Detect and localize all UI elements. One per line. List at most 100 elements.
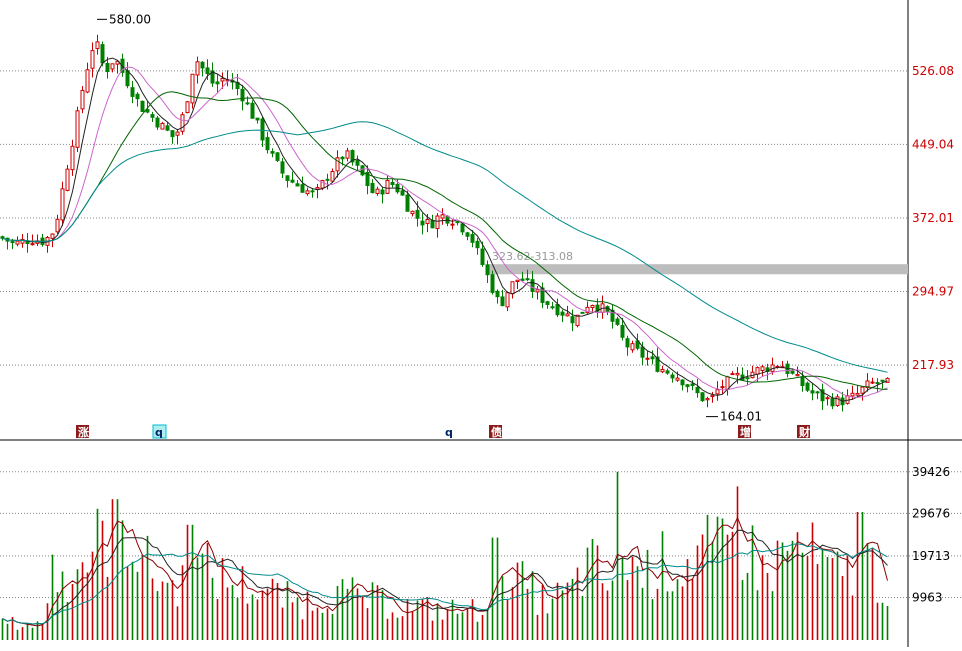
candle[interactable] [795, 366, 800, 377]
volume-bar[interactable] [521, 561, 524, 640]
volume-bar[interactable] [486, 608, 489, 640]
candle[interactable] [285, 175, 290, 188]
volume-bar[interactable] [426, 597, 429, 640]
volume-bar[interactable] [331, 613, 334, 640]
volume-bars[interactable] [1, 471, 889, 640]
volume-bar[interactable] [866, 543, 869, 640]
candle[interactable] [830, 393, 835, 410]
candle[interactable] [420, 213, 425, 235]
volume-bar[interactable] [526, 588, 529, 640]
volume-bar[interactable] [326, 608, 329, 640]
candle[interactable] [305, 187, 310, 196]
volume-bar[interactable] [566, 582, 569, 640]
volume-bar[interactable] [861, 512, 864, 640]
candle[interactable] [15, 236, 20, 247]
volume-bar[interactable] [186, 524, 189, 640]
volume-bar[interactable] [236, 597, 239, 640]
volume-bar[interactable] [31, 627, 34, 640]
candle[interactable] [45, 236, 50, 253]
volume-bar[interactable] [721, 518, 724, 640]
candle[interactable] [70, 139, 75, 176]
volume-bar[interactable] [616, 471, 619, 640]
candle[interactable] [365, 165, 370, 195]
candle[interactable] [360, 165, 365, 177]
candle[interactable] [710, 391, 715, 403]
candle[interactable] [55, 214, 60, 235]
candle[interactable] [140, 100, 145, 112]
volume-bar[interactable] [651, 599, 654, 640]
volume-bar[interactable] [711, 541, 714, 640]
volume-bar[interactable] [401, 616, 404, 640]
event-markers[interactable]: 涨 q q 债 增 财 [76, 424, 810, 439]
candle[interactable] [660, 365, 665, 374]
candle[interactable] [865, 373, 870, 392]
volume-bar[interactable] [851, 595, 854, 640]
volume-bar[interactable] [826, 557, 829, 640]
volume-bar[interactable] [166, 582, 169, 640]
volume-bar[interactable] [761, 555, 764, 640]
candle[interactable] [605, 305, 610, 315]
volume-bar[interactable] [141, 555, 144, 640]
volume-bar[interactable] [431, 620, 434, 640]
volume-bar[interactable] [356, 588, 359, 640]
volume-bar[interactable] [451, 599, 454, 640]
event-marker[interactable]: 财 [797, 425, 810, 439]
volume-bar[interactable] [101, 520, 104, 640]
volume-bar[interactable] [416, 600, 419, 640]
volume-bar[interactable] [386, 618, 389, 640]
candle[interactable] [90, 42, 95, 78]
candle[interactable] [670, 372, 675, 383]
candle[interactable] [405, 190, 410, 212]
volume-bar[interactable] [381, 590, 384, 640]
volume-bar[interactable] [231, 585, 234, 640]
volume-bar[interactable] [841, 575, 844, 640]
volume-bar[interactable] [246, 603, 249, 640]
volume-bar[interactable] [106, 576, 109, 640]
volume-bar[interactable] [641, 587, 644, 640]
candle[interactable] [545, 300, 550, 309]
volume-bar[interactable] [876, 602, 879, 640]
candle[interactable] [540, 282, 545, 309]
volume-bar[interactable] [691, 579, 694, 640]
volume-bar[interactable] [601, 583, 604, 640]
volume-bar[interactable] [501, 576, 504, 640]
candle[interactable] [820, 383, 825, 410]
candle[interactable] [390, 177, 395, 188]
candle[interactable] [555, 298, 560, 318]
volume-bar[interactable] [256, 599, 259, 640]
volume-bar[interactable] [591, 539, 594, 640]
candle[interactable] [615, 316, 620, 327]
candle[interactable] [35, 234, 40, 247]
candle[interactable] [185, 100, 190, 114]
candle[interactable] [850, 385, 855, 400]
candle[interactable] [440, 208, 445, 225]
candle[interactable] [290, 171, 295, 184]
candle[interactable] [515, 279, 520, 290]
volume-bar[interactable] [41, 624, 44, 640]
candle[interactable] [815, 390, 820, 400]
candle[interactable] [40, 233, 45, 247]
candle[interactable] [110, 63, 115, 73]
candle[interactable] [590, 304, 595, 313]
candle[interactable] [655, 347, 660, 373]
volume-bar[interactable] [596, 545, 599, 640]
candle[interactable] [105, 56, 110, 79]
candle[interactable] [745, 370, 750, 386]
volume-bar[interactable] [391, 612, 394, 640]
volume-bar[interactable] [406, 599, 409, 640]
volume-bar[interactable] [251, 594, 254, 640]
candle[interactable] [730, 371, 735, 376]
candle[interactable] [260, 116, 265, 148]
volume-bar[interactable] [531, 571, 534, 640]
event-marker[interactable]: 债 [489, 425, 502, 439]
candle[interactable] [155, 115, 160, 130]
candle[interactable] [725, 375, 730, 396]
volume-bar[interactable] [151, 578, 154, 640]
volume-bar[interactable] [436, 603, 439, 640]
candle[interactable] [735, 367, 740, 384]
candle[interactable] [610, 304, 615, 329]
volume-bar[interactable] [886, 606, 889, 640]
volume-bar[interactable] [161, 581, 164, 640]
candle[interactable] [330, 168, 335, 183]
volume-bar[interactable] [51, 554, 54, 640]
